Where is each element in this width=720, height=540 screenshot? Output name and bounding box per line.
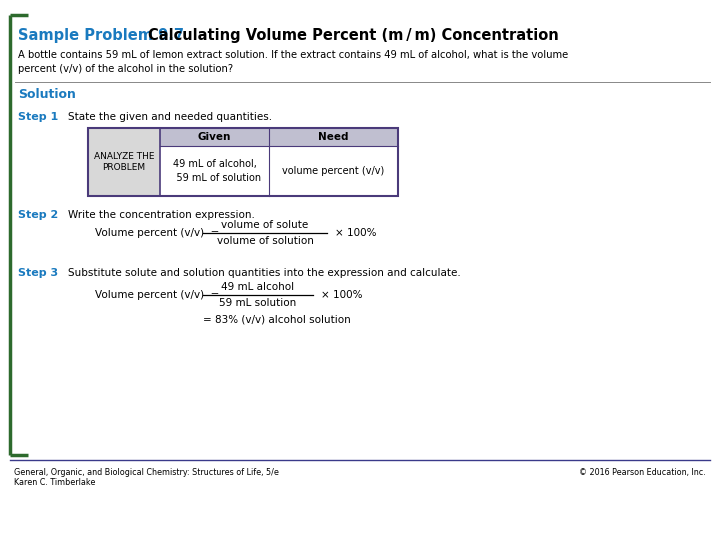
Text: A bottle contains 59 mL of lemon extract solution. If the extract contains 49 mL: A bottle contains 59 mL of lemon extract… bbox=[18, 50, 568, 74]
Text: State the given and needed quantities.: State the given and needed quantities. bbox=[68, 112, 272, 122]
Text: Substitute solute and solution quantities into the expression and calculate.: Substitute solute and solution quantitie… bbox=[68, 268, 461, 278]
Text: volume percent (v/v): volume percent (v/v) bbox=[282, 166, 384, 176]
Text: Write the concentration expression.: Write the concentration expression. bbox=[68, 210, 255, 220]
Text: Step 1: Step 1 bbox=[18, 112, 58, 122]
Bar bbox=[88, 128, 398, 196]
Text: 59 mL solution: 59 mL solution bbox=[220, 298, 297, 308]
Bar bbox=[88, 128, 398, 196]
Text: Solution: Solution bbox=[18, 88, 76, 101]
Text: × 100%: × 100% bbox=[335, 228, 377, 238]
Bar bbox=[160, 128, 398, 146]
Text: General, Organic, and Biological Chemistry: Structures of Life, 5/e: General, Organic, and Biological Chemist… bbox=[14, 468, 279, 477]
Text: volume of solute: volume of solute bbox=[221, 220, 309, 230]
Text: 49 mL of alcohol,
   59 mL of solution: 49 mL of alcohol, 59 mL of solution bbox=[168, 159, 261, 183]
Text: Volume percent (v/v)  =: Volume percent (v/v) = bbox=[95, 290, 220, 300]
Text: volume of solution: volume of solution bbox=[217, 236, 313, 246]
Text: Calculating Volume Percent (m / m) Concentration: Calculating Volume Percent (m / m) Conce… bbox=[148, 28, 559, 43]
Text: © 2016 Pearson Education, Inc.: © 2016 Pearson Education, Inc. bbox=[580, 468, 706, 477]
Text: ANALYZE THE
PROBLEM: ANALYZE THE PROBLEM bbox=[94, 152, 154, 172]
Text: Karen C. Timberlake: Karen C. Timberlake bbox=[14, 478, 95, 487]
Text: Step 2: Step 2 bbox=[18, 210, 58, 220]
Text: Step 3: Step 3 bbox=[18, 268, 58, 278]
Text: Given: Given bbox=[198, 132, 231, 142]
Text: Need: Need bbox=[318, 132, 348, 142]
Bar bbox=[88, 128, 160, 196]
Text: × 100%: × 100% bbox=[321, 290, 362, 300]
Text: Sample Problem 9.7: Sample Problem 9.7 bbox=[18, 28, 184, 43]
Text: = 83% (v/v) alcohol solution: = 83% (v/v) alcohol solution bbox=[203, 314, 351, 324]
Text: Volume percent (v/v)  =: Volume percent (v/v) = bbox=[95, 228, 220, 238]
Text: 49 mL alcohol: 49 mL alcohol bbox=[222, 282, 294, 292]
